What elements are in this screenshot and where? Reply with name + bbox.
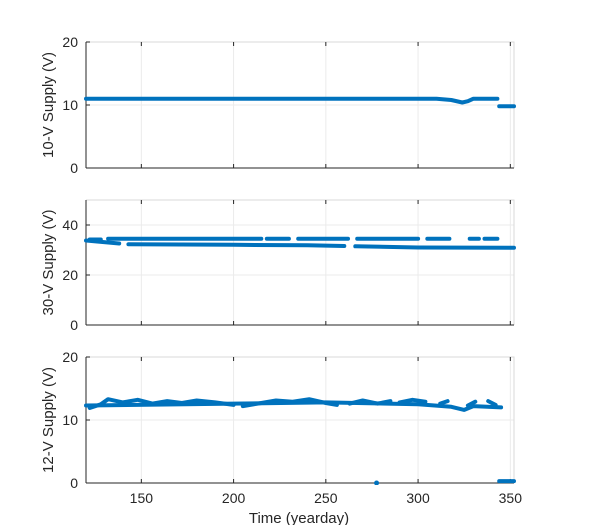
- series-2-segment-2: [240, 397, 339, 409]
- x-tick-label: 200: [222, 490, 246, 506]
- series-4-point-1: [374, 480, 380, 485]
- y-tick-label: 20: [62, 34, 78, 50]
- series-1-segment-1: [84, 96, 500, 105]
- y-tick-label: 20: [62, 349, 78, 365]
- y-axis-label: 10-V Supply (V): [40, 52, 57, 158]
- series-1-segment-3: [353, 244, 516, 250]
- panel-3-data: [84, 397, 516, 485]
- series-1-segment-2: [126, 242, 347, 248]
- plot-box: [86, 199, 515, 325]
- panel-2-data: [84, 236, 516, 250]
- y-tick-label: 10: [62, 97, 78, 113]
- y-tick-label: 40: [62, 217, 78, 233]
- panel-1-data: [84, 96, 516, 109]
- series-2-segment-3: [347, 398, 393, 406]
- y-axis-label: 30-V Supply (V): [40, 210, 57, 316]
- x-axis-label: Time (yearday): [249, 510, 349, 525]
- plot-box: [86, 41, 515, 168]
- x-tick-label: 300: [406, 490, 430, 506]
- series-2-segment-1: [87, 397, 236, 410]
- y-tick-label: 0: [70, 317, 78, 333]
- x-tick-label: 150: [130, 490, 154, 506]
- x-tick-label: 250: [314, 490, 338, 506]
- panel-3: 150 200 250 300 350 0 10 20 12-V Supply (V): [40, 349, 522, 506]
- panel-2: 0 20 40 30-V Supply (V): [40, 199, 516, 333]
- x-tick-label: 350: [499, 490, 523, 506]
- y-tick-label: 0: [70, 160, 78, 176]
- series-2-segment-7: [486, 399, 498, 407]
- plot-box: [86, 356, 515, 483]
- y-tick-label: 20: [62, 267, 78, 283]
- y-tick-label: 0: [70, 475, 78, 491]
- series-2-segment-6: [465, 399, 478, 408]
- y-tick-label: 10: [62, 412, 78, 428]
- panel-1: 0 10 20 10-V Supply (V): [40, 34, 516, 176]
- y-axis-label: 12-V Supply (V): [40, 367, 57, 473]
- series-2-segment-4: [397, 397, 428, 405]
- series-2-segment-5: [438, 399, 450, 406]
